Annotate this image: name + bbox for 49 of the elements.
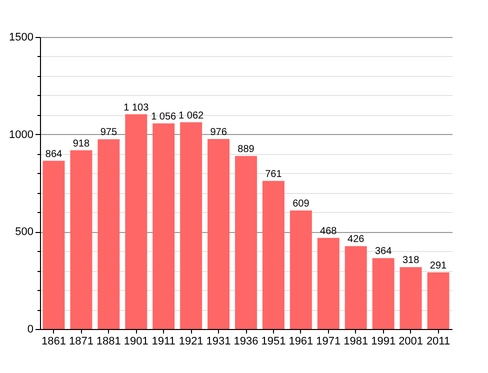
data-label: 761 (265, 168, 282, 180)
y-tick-label: 1500 (9, 32, 34, 44)
data-label: 318 (402, 255, 420, 266)
bar (42, 160, 65, 329)
bar (262, 180, 284, 329)
bar (98, 139, 120, 329)
x-tick-label: 2001 (398, 336, 424, 348)
x-tick-label: 1921 (178, 336, 204, 348)
data-label: 609 (292, 198, 310, 210)
bar (372, 258, 394, 329)
x-tick-label: 1936 (234, 336, 258, 348)
x-tick-label: 1881 (96, 336, 121, 348)
data-label: 1 103 (124, 102, 150, 114)
y-tick-label: 500 (15, 226, 34, 238)
y-tick-label: 0 (27, 324, 34, 336)
bar (344, 246, 367, 329)
data-label: 918 (72, 138, 90, 150)
x-tick-label: 1951 (261, 336, 286, 348)
x-tick-label: 1861 (41, 336, 66, 348)
data-label: 889 (238, 144, 255, 155)
bar (125, 114, 148, 329)
bar (152, 123, 175, 329)
x-tick-label: 1961 (288, 336, 314, 348)
y-tick-label: 1000 (9, 128, 34, 141)
data-label: 291 (430, 260, 448, 272)
x-tick-label: 1901 (124, 336, 148, 348)
bar (317, 238, 340, 329)
data-label: 1 056 (151, 111, 177, 122)
bar (208, 139, 230, 329)
x-tick-label: 1871 (68, 336, 94, 348)
bar (427, 272, 450, 329)
data-label: 1 062 (178, 110, 204, 122)
bar (235, 156, 257, 329)
data-label: 468 (320, 226, 338, 237)
data-label: 364 (374, 246, 392, 258)
x-tick-label: 1981 (344, 336, 368, 348)
x-tick-label: 1991 (371, 336, 396, 348)
x-tick-label: 1931 (206, 336, 231, 348)
x-tick-label: 1911 (152, 336, 176, 348)
bar (70, 150, 92, 329)
bar (400, 267, 422, 329)
bar (180, 122, 202, 329)
data-label: 864 (45, 148, 63, 160)
data-label: 426 (348, 234, 365, 246)
x-tick-label: 1971 (316, 336, 341, 348)
x-tick-label: 2011 (426, 336, 450, 348)
data-label: 976 (210, 127, 228, 138)
bar (290, 210, 312, 329)
data-label: 975 (100, 127, 118, 138)
